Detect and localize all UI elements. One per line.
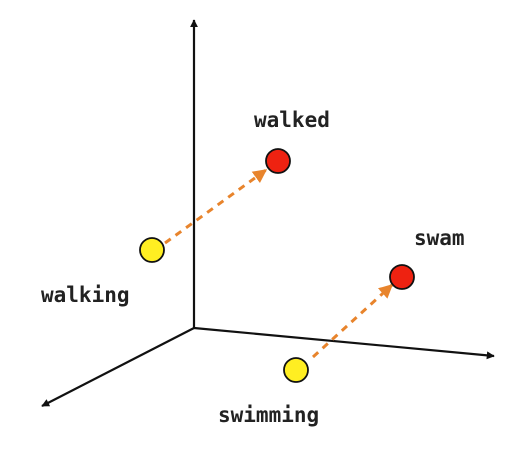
- walking-to-walked-arrow: [164, 168, 268, 245]
- x-axis: [193, 326, 495, 360]
- walking-label: walking: [41, 283, 130, 307]
- walking-point: [139, 237, 165, 263]
- swam-point: [389, 264, 415, 290]
- swimming-point: [283, 357, 309, 383]
- walked-point: [265, 148, 291, 174]
- swimming-label: swimming: [218, 403, 319, 427]
- swam-label: swam: [414, 226, 465, 250]
- walked-label: walked: [254, 108, 330, 132]
- z-axis: [41, 327, 195, 407]
- swimming-to-swam-arrow: [311, 283, 394, 359]
